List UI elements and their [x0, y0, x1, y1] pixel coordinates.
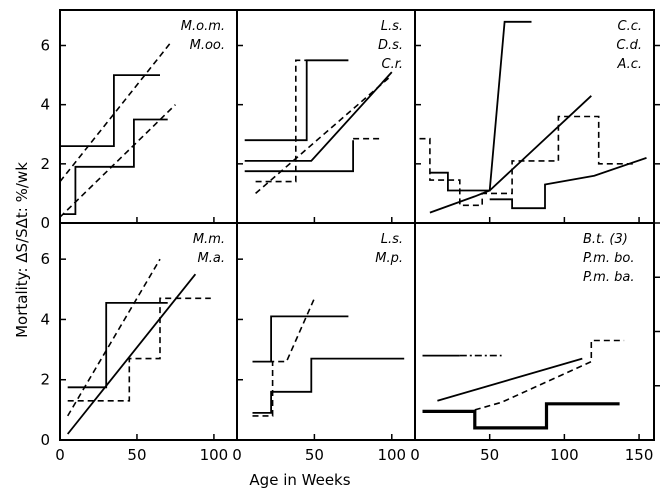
series-line [60, 74, 160, 148]
series-line [474, 339, 625, 411]
panel-label-line: L.s. [381, 232, 403, 247]
series-line [63, 118, 168, 216]
x-tick-label: 150 [625, 446, 654, 464]
x-tick-label: 50 [127, 446, 146, 464]
series-line [422, 402, 620, 430]
panel-5: L.s. M.p. [236, 222, 416, 441]
series-line [252, 315, 349, 363]
series-line [429, 20, 532, 192]
x-tick-label: 50 [480, 446, 499, 464]
y-axis-title: Mortality: ΔS/SΔt: %/wk [13, 162, 31, 338]
series-line [244, 59, 349, 142]
panel-label-line: C.r. [382, 57, 404, 72]
series-line [66, 273, 197, 435]
series-line [67, 301, 168, 389]
series-line [67, 258, 161, 417]
panel-label-line: D.s. [378, 38, 403, 53]
y-tick-label: 6 [40, 250, 50, 268]
x-tick-label: 100 [200, 446, 229, 464]
series-line [419, 115, 637, 207]
series-line [255, 59, 307, 183]
y-tick-label: 2 [40, 155, 50, 173]
x-tick-label: 0 [232, 446, 242, 464]
y-tick-label: 0 [40, 431, 50, 449]
series-line [255, 77, 390, 195]
x-tick-label: 0 [55, 446, 65, 464]
panel-label-line: C.d. [616, 38, 642, 53]
x-axis-title: Age in Weeks [249, 471, 350, 489]
panel-2: L.s. D.s. C.r. [236, 9, 416, 224]
series-line [252, 297, 316, 417]
panel-label-line: M.m. [193, 232, 225, 247]
series-line [429, 95, 592, 214]
y-tick-label: 6 [40, 37, 50, 55]
panel-label-line: C.c. [618, 19, 643, 34]
panels-group: M.o.m.M.oo.L.s.D.s.C.r.C.c.C.d.A.c.M.m.M… [59, 9, 660, 441]
panel-label-line: B.t. (3) [583, 232, 628, 247]
series-line [59, 42, 172, 183]
x-tick-label: 0 [410, 446, 420, 464]
panel-label-line: L.s. [381, 19, 403, 34]
panel-3: C.c. C.d. A.c. [414, 9, 660, 224]
panel-label-line: M.oo. [190, 38, 225, 53]
panel-label-line: M.p. [375, 251, 403, 266]
y-tick-label: 4 [40, 96, 50, 114]
panel-1: M.o.m. M.oo. [59, 9, 238, 224]
panel-4: M.m. M.a. [59, 222, 238, 441]
y-tick-label: 0 [40, 214, 50, 232]
panel-label-line: A.c. [616, 57, 642, 72]
x-tick-label: 50 [305, 446, 324, 464]
panel-label-line: M.a. [198, 251, 225, 266]
series-line [489, 157, 647, 210]
panel-6: B.t. (3) P.m. bo. P.m. ba. [414, 222, 660, 441]
y-tick-label: 2 [40, 371, 50, 389]
x-tick-label: 100 [377, 446, 406, 464]
series-line [244, 140, 355, 173]
series-line [67, 297, 211, 402]
series-line [252, 357, 405, 414]
series-line [244, 71, 393, 162]
y-tick-label: 4 [40, 310, 50, 328]
series-line [437, 357, 583, 402]
panel-label-line: P.m. bo. [583, 251, 634, 266]
x-tick-label: 100 [550, 446, 579, 464]
panel-label-line: P.m. ba. [583, 270, 634, 285]
panel-label-line: M.o.m. [181, 19, 225, 34]
series-line [59, 104, 176, 218]
